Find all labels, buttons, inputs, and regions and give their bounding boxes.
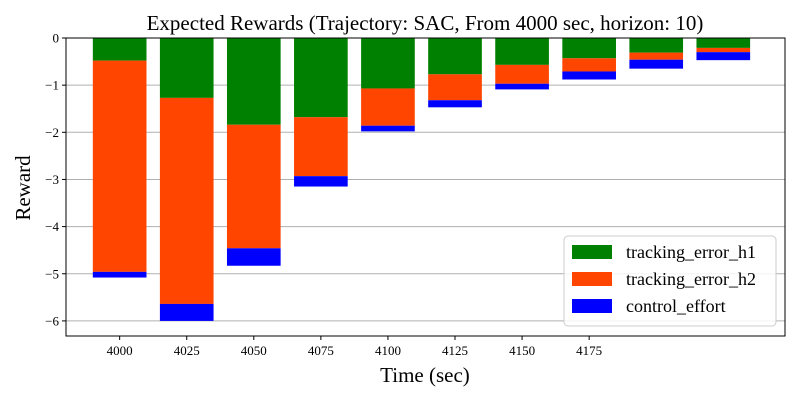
legend-swatch-tracking_error_h1 xyxy=(572,245,612,259)
y-tick-label: −5 xyxy=(45,266,59,281)
bar-tracking_error_h1-4150 xyxy=(495,38,549,65)
x-tick-label: 4025 xyxy=(174,343,200,358)
bar-control_effort-4075 xyxy=(294,176,348,187)
bar-control_effort-4200 xyxy=(629,59,684,69)
bar-control_effort-4150 xyxy=(495,83,549,90)
x-tick-label: 4125 xyxy=(442,343,468,358)
bar-tracking_error_h2-4075 xyxy=(294,117,348,177)
legend-label-control_effort: control_effort xyxy=(626,296,726,316)
legend-swatch-control_effort xyxy=(572,299,612,313)
bar-tracking_error_h1-4000 xyxy=(92,38,147,61)
x-tick-label: 4050 xyxy=(241,343,267,358)
y-tick-label: −2 xyxy=(45,125,59,140)
bar-tracking_error_h2-4000 xyxy=(92,60,147,272)
y-tick-label: −4 xyxy=(45,219,59,234)
bar-tracking_error_h2-4200 xyxy=(629,52,684,60)
plot-frame xyxy=(65,37,786,337)
x-tick-label: 4175 xyxy=(576,343,602,358)
y-tick-label: 0 xyxy=(53,31,60,46)
bar-tracking_error_h1-4075 xyxy=(294,38,348,118)
y-tick-label: −6 xyxy=(45,313,59,328)
bar-control_effort-4100 xyxy=(361,125,415,132)
bar-tracking_error_h1-4100 xyxy=(361,38,415,89)
bar-control_effort-4000 xyxy=(92,271,147,278)
legend-box xyxy=(563,235,777,327)
y-axis-label: Reward xyxy=(11,155,35,221)
bar-tracking_error_h1-4175 xyxy=(562,38,616,59)
bar-control_effort-4125 xyxy=(428,100,482,108)
bar-tracking_error_h1-4050 xyxy=(226,38,281,125)
bar-control_effort-4025 xyxy=(159,303,214,321)
bar-tracking_error_h2-4125 xyxy=(428,74,482,101)
y-tick-label: −1 xyxy=(45,78,59,93)
bar-control_effort-4050 xyxy=(226,248,281,266)
bar-control_effort-4225 xyxy=(696,52,751,61)
bars xyxy=(92,38,751,321)
axis-ticks: 0 −1 −2 −3 −4 −5 −6 4000 4025 4050 4075 4100 4125 415… xyxy=(45,31,602,359)
bar-tracking_error_h1-4025 xyxy=(159,38,214,98)
bar-control_effort-4175 xyxy=(562,71,616,80)
bar-tracking_error_h2-4175 xyxy=(562,58,616,72)
bar-tracking_error_h1-4200 xyxy=(629,38,684,53)
legend-label-tracking_error_h1: tracking_error_h1 xyxy=(626,242,756,262)
bar-tracking_error_h1-4125 xyxy=(428,38,482,75)
x-tick-label: 4100 xyxy=(375,343,401,358)
bar-tracking_error_h2-4100 xyxy=(361,88,415,126)
bar-tracking_error_h2-4050 xyxy=(226,124,281,249)
bar-tracking_error_h2-4150 xyxy=(495,64,549,84)
legend: tracking_error_h1 tracking_error_h2contro… xyxy=(563,235,777,327)
bar-tracking_error_h2-4225 xyxy=(696,47,751,53)
x-tick-label: 4150 xyxy=(509,343,535,358)
y-tick-label: −3 xyxy=(45,172,59,187)
x-axis-label: Time (sec) xyxy=(380,363,470,387)
legend-label-tracking_error_h2: tracking_error_h2 xyxy=(626,269,756,289)
chart-title: Expected Rewards (Trajectory: SAC, From … xyxy=(147,11,704,35)
bar-tracking_error_h2-4025 xyxy=(159,97,214,304)
bar-tracking_error_h1-4225 xyxy=(696,38,751,48)
x-tick-label: 4075 xyxy=(308,343,334,358)
x-tick-label: 4000 xyxy=(107,343,133,358)
legend-swatch-tracking_error_h2 xyxy=(572,272,612,286)
